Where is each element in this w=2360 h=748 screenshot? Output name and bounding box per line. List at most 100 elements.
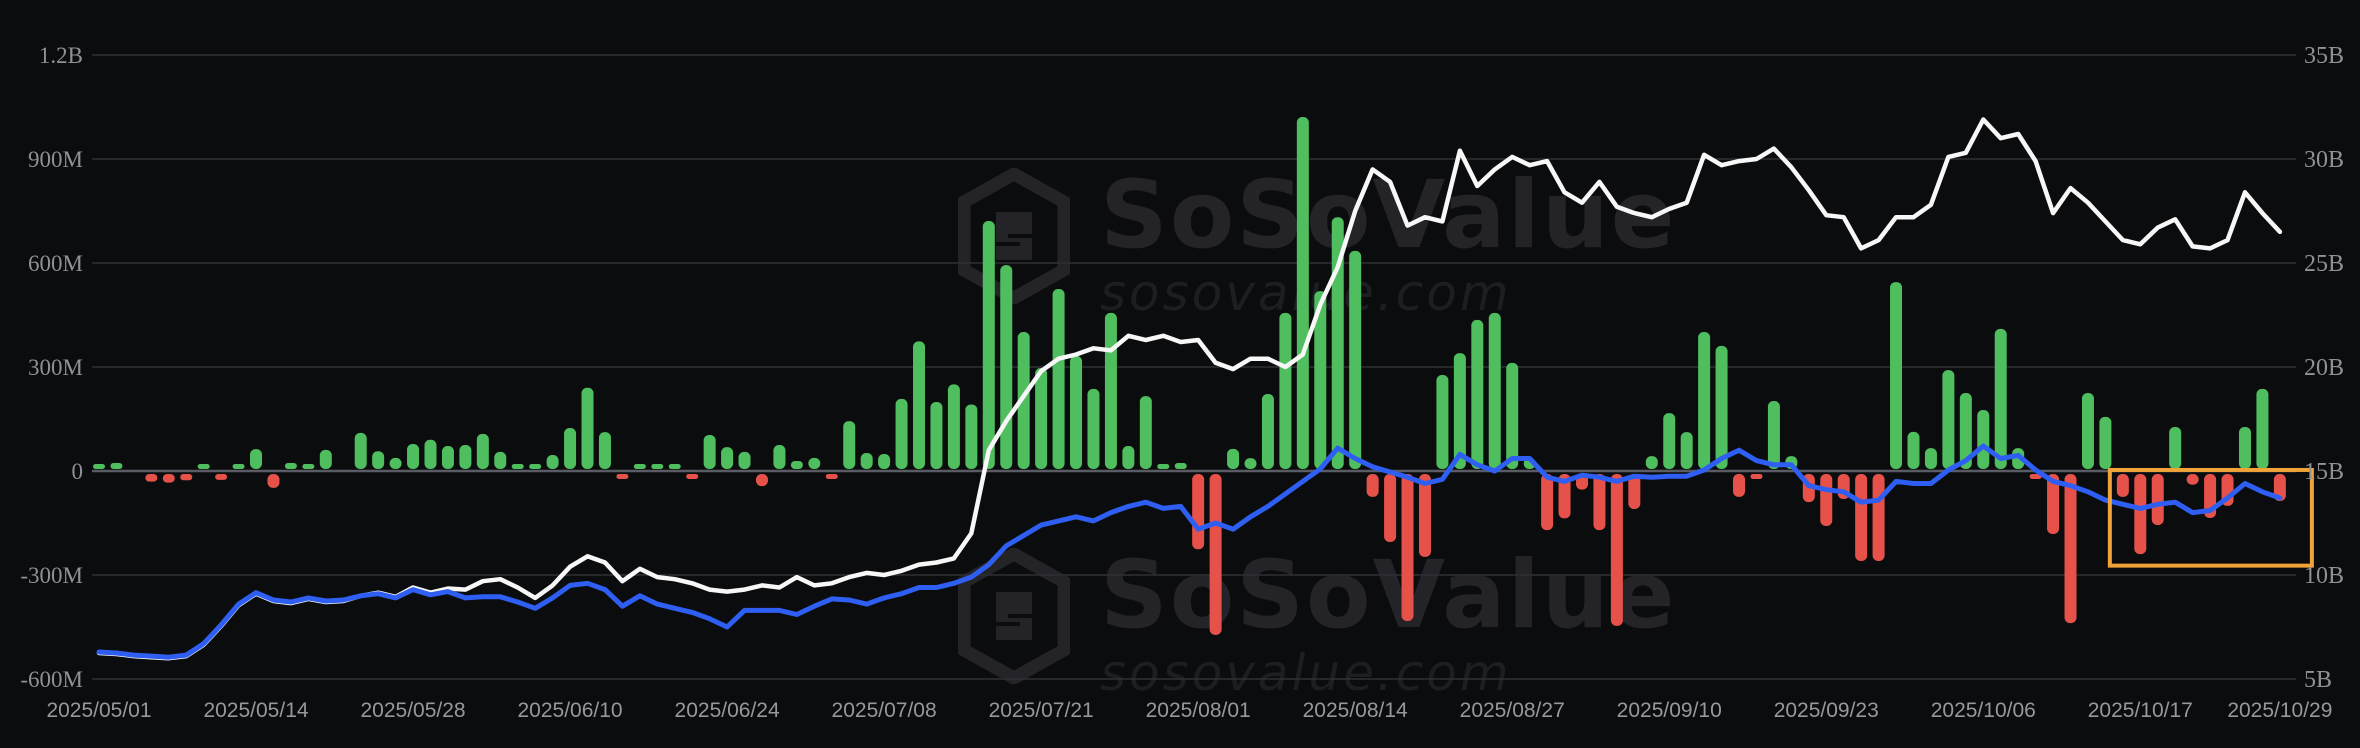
white-line[interactable] (96, 117, 2283, 661)
outflow-bar[interactable] (1593, 474, 1606, 531)
inflow-bar[interactable] (546, 455, 559, 469)
inflow-bar[interactable] (354, 432, 367, 469)
blue-line[interactable] (96, 443, 2283, 660)
inflow-bar[interactable] (407, 443, 420, 469)
inflow-bar[interactable] (1977, 409, 1990, 469)
inflow-bar[interactable] (773, 445, 786, 469)
inflow-bar[interactable] (668, 464, 681, 469)
inflow-bar[interactable] (1488, 312, 1501, 469)
outflow-bar[interactable] (1628, 474, 1641, 510)
inflow-bar[interactable] (1000, 265, 1013, 469)
inflow-bar[interactable] (860, 452, 873, 469)
inflow-bar[interactable] (1942, 370, 1955, 469)
inflow-bar[interactable] (1070, 355, 1083, 469)
outflow-bar[interactable] (215, 474, 228, 480)
inflow-bar[interactable] (1924, 448, 1937, 469)
inflow-bar[interactable] (1698, 331, 1711, 469)
inflow-bar[interactable] (598, 432, 611, 469)
inflow-bar[interactable] (1279, 312, 1292, 469)
inflow-bar[interactable] (424, 439, 437, 469)
inflow-bar[interactable] (93, 464, 105, 469)
inflow-bar[interactable] (703, 434, 716, 469)
inflow-bar[interactable] (372, 451, 385, 469)
inflow-bar[interactable] (2256, 388, 2269, 469)
outflow-bar[interactable] (2134, 474, 2147, 555)
inflow-bar[interactable] (319, 449, 332, 469)
inflow-bar[interactable] (790, 460, 803, 469)
outflow-bar[interactable] (180, 474, 193, 481)
inflow-bar[interactable] (564, 428, 577, 469)
inflow-bar[interactable] (843, 421, 856, 469)
inflow-bar[interactable] (459, 445, 472, 469)
inflow-bar[interactable] (1663, 413, 1676, 469)
inflow-bar[interactable] (441, 446, 454, 469)
inflow-bar[interactable] (302, 464, 315, 469)
outflow-bar[interactable] (1750, 474, 1763, 479)
inflow-bar[interactable] (1227, 448, 1240, 469)
inflow-bar[interactable] (1471, 319, 1484, 469)
inflow-bar[interactable] (1767, 400, 1780, 469)
inflow-bar[interactable] (232, 464, 245, 469)
inflow-bar[interactable] (1296, 117, 1309, 469)
inflow-bar[interactable] (982, 221, 995, 469)
inflow-bar[interactable] (2099, 416, 2112, 469)
outflow-bar[interactable] (1872, 474, 1885, 562)
inflow-bar[interactable] (1261, 394, 1274, 469)
inflow-bar[interactable] (476, 433, 489, 469)
outflow-bar[interactable] (267, 474, 280, 488)
inflow-bar[interactable] (250, 449, 263, 469)
inflow-bar[interactable] (808, 457, 821, 469)
outflow-bar[interactable] (2064, 474, 2077, 624)
inflow-bar[interactable] (389, 457, 402, 469)
outflow-bar[interactable] (1558, 474, 1571, 519)
inflow-bar[interactable] (947, 384, 960, 469)
inflow-bar[interactable] (2238, 426, 2251, 469)
outflow-bar[interactable] (162, 474, 175, 483)
inflow-bar[interactable] (1244, 458, 1257, 469)
inflow-bar[interactable] (651, 464, 664, 469)
outflow-bar[interactable] (2151, 474, 2164, 525)
inflow-bar[interactable] (511, 464, 524, 469)
outflow-bar[interactable] (1418, 474, 1431, 557)
outflow-bar[interactable] (2186, 474, 2199, 485)
inflow-bar[interactable] (1331, 217, 1344, 469)
inflow-bar[interactable] (1890, 282, 1903, 469)
inflow-bar[interactable] (581, 387, 594, 469)
outflow-bar[interactable] (1366, 474, 1379, 497)
inflow-bar[interactable] (721, 447, 734, 469)
inflow-bar[interactable] (1994, 328, 2007, 469)
outflow-bar[interactable] (1855, 474, 1868, 562)
outflow-bar[interactable] (2047, 474, 2060, 534)
inflow-bar[interactable] (1645, 456, 1658, 469)
inflow-bar[interactable] (1157, 464, 1170, 469)
inflow-bar[interactable] (1104, 312, 1117, 469)
outflow-bar[interactable] (1820, 474, 1833, 526)
inflow-bar[interactable] (1453, 353, 1466, 469)
inflow-bar[interactable] (284, 463, 297, 469)
inflow-bar[interactable] (1122, 446, 1135, 469)
inflow-bar[interactable] (1349, 250, 1362, 469)
inflow-bar[interactable] (2081, 393, 2094, 469)
inflow-bar[interactable] (1506, 362, 1519, 469)
outflow-bar[interactable] (1192, 474, 1205, 550)
inflow-bar[interactable] (1052, 289, 1065, 469)
outflow-bar[interactable] (2116, 474, 2129, 497)
outflow-bar[interactable] (616, 474, 629, 479)
inflow-bar[interactable] (1436, 374, 1449, 469)
inflow-bar[interactable] (197, 464, 210, 469)
inflow-bar[interactable] (633, 464, 646, 469)
inflow-bar[interactable] (1035, 368, 1048, 469)
outflow-bar[interactable] (755, 474, 768, 487)
inflow-bar[interactable] (878, 454, 891, 469)
inflow-bar[interactable] (1139, 396, 1152, 469)
outflow-bar[interactable] (1384, 474, 1397, 542)
inflow-bar[interactable] (1680, 432, 1693, 469)
inflow-bar[interactable] (1017, 331, 1030, 469)
outflow-bar[interactable] (1209, 474, 1222, 635)
inflow-bar[interactable] (930, 402, 943, 469)
outflow-bar[interactable] (2029, 474, 2042, 479)
inflow-bar[interactable] (913, 341, 926, 469)
outflow-bar[interactable] (686, 474, 699, 479)
inflow-bar[interactable] (895, 398, 908, 469)
inflow-bar[interactable] (494, 451, 507, 469)
